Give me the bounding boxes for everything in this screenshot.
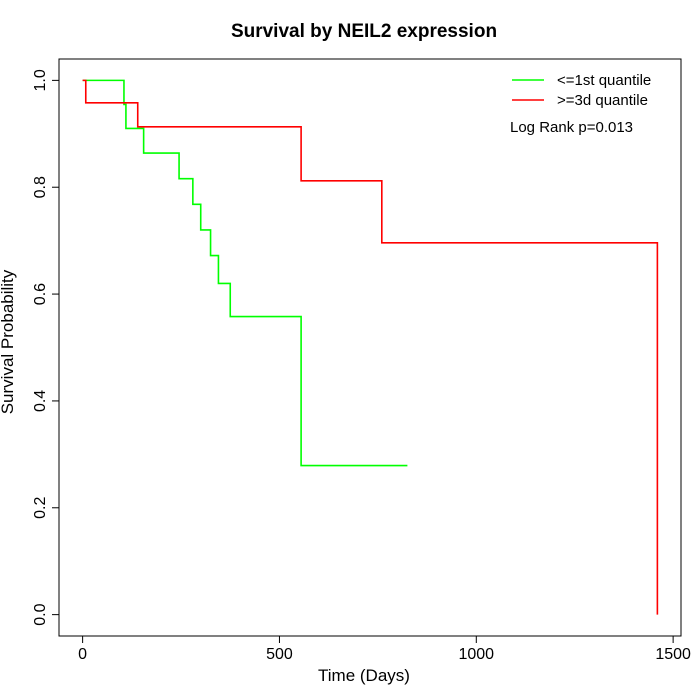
y-axis: 0.0 0.2 0.4 0.6 0.8 1.0 xyxy=(32,69,60,626)
x-tick-label: 1000 xyxy=(458,646,494,663)
y-tick-label: 0.8 xyxy=(32,176,49,198)
legend-label: <=1st quantile xyxy=(557,72,651,89)
x-tick-label: 500 xyxy=(266,646,293,663)
y-tick-label: 0.6 xyxy=(32,283,49,305)
y-tick-label: 0.2 xyxy=(32,497,49,519)
series-2-line xyxy=(82,79,659,615)
y-tick-label: 1.0 xyxy=(32,69,49,91)
x-axis: 0 500 1000 1500 xyxy=(78,635,691,663)
chart-title: Survival by NEIL2 expression xyxy=(231,21,497,42)
series-1-line xyxy=(82,79,408,467)
y-tick-label: 0.4 xyxy=(32,390,49,412)
plot-border xyxy=(58,58,682,637)
x-axis-label: Time (Days) xyxy=(318,666,410,685)
legend-label: >=3d quantile xyxy=(557,92,648,109)
x-tick-label: 0 xyxy=(78,646,87,663)
y-tick-label: 0.0 xyxy=(32,603,49,625)
y-axis-label: Survival Probability xyxy=(0,269,17,414)
x-tick-label: 1500 xyxy=(655,646,691,663)
series-layer xyxy=(82,79,659,615)
legend: <=1st quantile >=3d quantile xyxy=(512,72,651,109)
log-rank-annotation: Log Rank p=0.013 xyxy=(510,119,633,136)
